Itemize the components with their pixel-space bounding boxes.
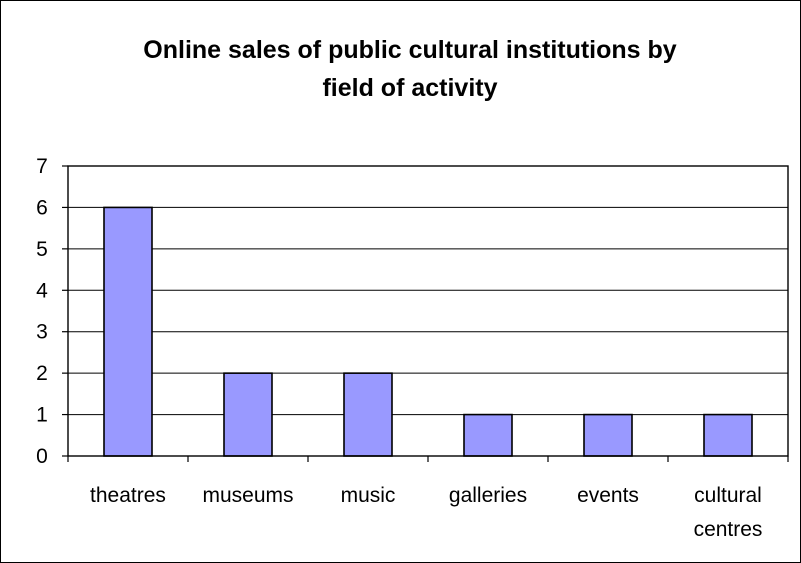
x-tick-label: events [577,484,639,507]
y-tick-label: 6 [36,196,48,219]
x-tick-label: galleries [449,484,527,507]
x-tick-label: centres [694,518,763,541]
chart-title: Online sales of public cultural institut… [143,36,676,102]
x-tick-label: cultural [694,484,762,507]
x-axis-tick-labels: theatres museums music galleries events cultu… [90,484,762,541]
y-tick-label: 2 [36,362,48,385]
x-tick-label: museums [202,484,293,507]
bar-cultural-centres [703,413,753,457]
y-tick-label: 5 [36,238,48,261]
x-tick-label: music [341,484,396,507]
chart-title-line-1: Online sales of public cultural institut… [143,36,676,64]
y-tick-label: 1 [36,404,48,427]
bar-events [583,413,633,457]
x-tick-label: theatres [90,484,166,507]
y-tick-label: 4 [36,279,48,302]
y-tick-label: 0 [36,445,48,468]
bar-music [343,372,393,457]
bar-theatres [103,206,153,457]
y-tick-label: 3 [36,321,48,344]
bar-museums [223,372,273,457]
bar-galleries [463,413,513,457]
y-tick-label: 7 [36,155,48,178]
bars [103,206,753,457]
axes [62,165,789,462]
y-axis-tick-labels: 0 1 2 3 4 5 6 7 [36,155,48,468]
chart-title-line-2: field of activity [322,74,497,102]
